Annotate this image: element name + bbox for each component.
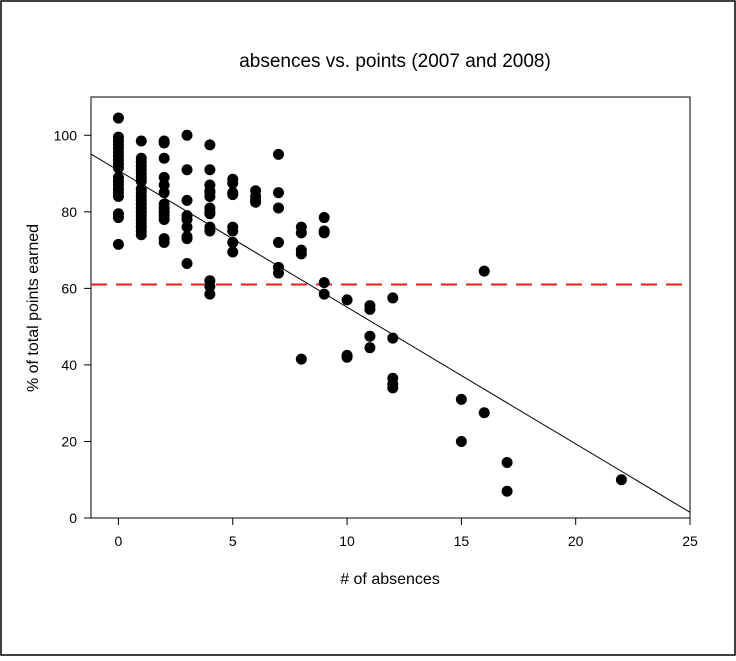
data-point — [204, 225, 216, 237]
data-point — [478, 407, 490, 419]
data-point — [204, 208, 216, 220]
data-point — [227, 225, 239, 237]
data-point — [227, 246, 239, 258]
x-tick-label: 5 — [229, 533, 237, 549]
data-point — [272, 202, 284, 214]
y-axis-label: % of total points earned — [25, 224, 42, 392]
data-point — [181, 257, 193, 269]
y-tick-label: 20 — [61, 433, 77, 449]
y-axis: 0 20 40 60 80 100 — [54, 127, 91, 526]
x-tick-label: 25 — [682, 533, 698, 549]
data-point — [295, 353, 307, 365]
data-point — [250, 196, 262, 208]
data-point — [158, 152, 170, 164]
data-point — [181, 164, 193, 176]
x-tick-label: 15 — [454, 533, 470, 549]
data-point — [181, 194, 193, 206]
data-point — [227, 236, 239, 248]
y-tick-label: 80 — [61, 204, 77, 220]
data-point — [135, 135, 147, 147]
data-point — [158, 236, 170, 248]
data-points — [112, 112, 627, 497]
data-point — [204, 164, 216, 176]
data-point — [158, 179, 170, 191]
data-point — [387, 332, 399, 344]
data-point — [295, 248, 307, 260]
x-axis: 0 5 10 15 20 25 — [115, 518, 698, 549]
plot-area — [90, 96, 691, 519]
data-point — [112, 212, 124, 224]
data-point — [318, 212, 330, 224]
y-tick-label: 100 — [54, 127, 78, 143]
data-point — [272, 236, 284, 248]
data-point — [158, 171, 170, 183]
data-point — [112, 191, 124, 203]
data-point — [501, 485, 513, 497]
y-tick-label: 0 — [69, 510, 77, 526]
data-point — [501, 457, 513, 469]
data-point — [295, 227, 307, 239]
y-tick-label: 60 — [61, 280, 77, 296]
data-point — [204, 191, 216, 203]
data-point — [387, 382, 399, 394]
data-point — [455, 435, 467, 447]
data-point — [204, 288, 216, 300]
data-point — [135, 175, 147, 187]
data-point — [158, 137, 170, 149]
data-point — [364, 342, 376, 354]
data-point — [364, 303, 376, 315]
data-point — [181, 233, 193, 245]
data-point — [318, 288, 330, 300]
data-point — [204, 280, 216, 292]
data-point — [158, 213, 170, 225]
x-axis-label: # of absences — [340, 571, 440, 588]
data-point — [387, 292, 399, 304]
data-point — [227, 177, 239, 189]
data-point — [318, 277, 330, 289]
data-point — [204, 139, 216, 151]
data-point — [455, 393, 467, 405]
data-point — [135, 229, 147, 241]
data-point — [181, 129, 193, 141]
data-point — [112, 238, 124, 250]
data-point — [272, 187, 284, 199]
data-point — [478, 265, 490, 277]
y-tick-label: 40 — [61, 357, 77, 373]
data-point — [272, 148, 284, 160]
data-point — [272, 267, 284, 279]
data-point — [158, 187, 170, 199]
x-tick-label: 0 — [115, 533, 123, 549]
data-point — [112, 162, 124, 174]
data-point — [318, 227, 330, 239]
data-point — [227, 189, 239, 201]
data-point — [341, 351, 353, 363]
data-point — [181, 213, 193, 225]
x-tick-label: 10 — [339, 533, 355, 549]
data-point — [364, 330, 376, 342]
data-point — [112, 112, 124, 124]
chart-title: absences vs. points (2007 and 2008) — [239, 51, 551, 72]
data-point — [341, 294, 353, 306]
x-tick-label: 20 — [568, 533, 584, 549]
data-point — [615, 474, 627, 486]
data-point — [181, 221, 193, 233]
